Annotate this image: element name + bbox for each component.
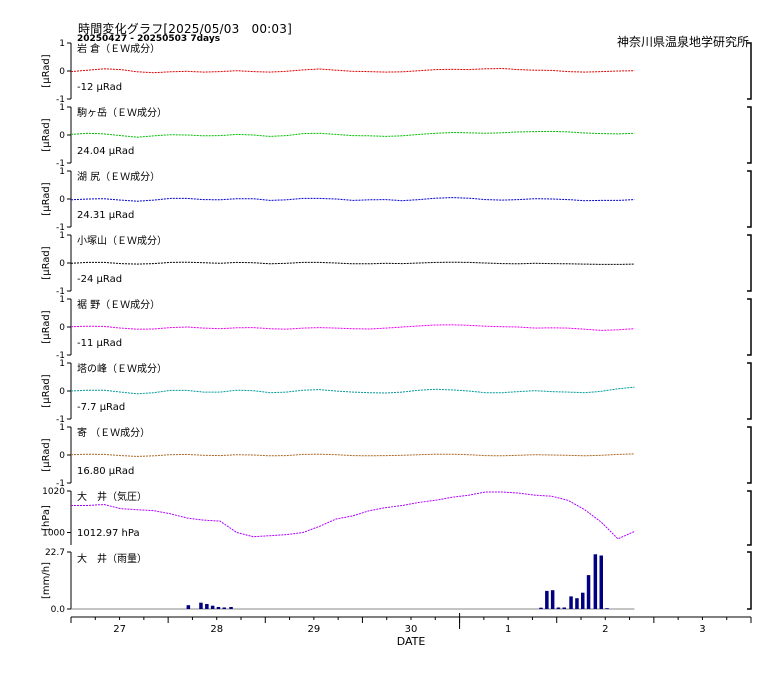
series-line: [70, 130, 635, 138]
y-axis-label: [μRad]: [41, 246, 52, 279]
series-line: [70, 386, 635, 395]
y-tick-label: 0: [59, 451, 65, 461]
x-tick-label: 29: [307, 624, 320, 635]
y-tick-label: 22.7: [45, 548, 65, 558]
y-tick-label: 0: [59, 195, 65, 205]
right-bracket: [747, 362, 752, 420]
rain-bar: [545, 590, 549, 609]
offset-label: 1012.97 hPa: [77, 528, 140, 539]
y-axis-label: [μRad]: [41, 438, 52, 471]
right-bracket: [747, 298, 752, 356]
station-label: 寄 （ＥＷ成分）: [77, 426, 150, 439]
date-range-subtitle: 20250427 - 20250503 7days: [77, 34, 221, 44]
chart-title: 時間変化グラフ[2025/05/03 00:03]: [78, 22, 292, 36]
y-tick-label: 1020: [42, 487, 65, 497]
offset-label: -24 μRad: [77, 274, 122, 285]
right-bracket: [747, 106, 752, 164]
rain-bar: [222, 607, 226, 609]
x-axis-label: DATE: [397, 635, 426, 648]
y-axis-label: [μRad]: [41, 310, 52, 343]
rain-bar: [593, 554, 598, 609]
rain-bar: [569, 596, 573, 609]
right-bracket: [747, 490, 752, 546]
y-axis-label: [μRad]: [41, 374, 52, 407]
x-tick-label: 1: [505, 624, 511, 635]
y-tick-label: 0: [59, 131, 65, 141]
y-tick-label: 1: [59, 39, 65, 49]
offset-label: -11 μRad: [77, 338, 122, 349]
series-line: [71, 491, 635, 540]
y-tick-label: -1: [56, 287, 65, 297]
rain-bar: [586, 575, 591, 609]
right-bracket: [747, 42, 752, 100]
right-bracket: [747, 551, 752, 610]
y-tick-label: 0: [59, 323, 65, 333]
offset-label: 24.04 μRad: [77, 146, 134, 157]
offset-label: -12 μRad: [77, 82, 122, 93]
rain-bar: [556, 607, 561, 609]
x-tick-label: 27: [113, 624, 126, 635]
series-line: [70, 67, 635, 74]
y-tick-label: -1: [56, 95, 65, 105]
station-label: 岩 倉（ＥＷ成分）: [77, 42, 160, 55]
institute-name: 神奈川県温泉地学研究所: [616, 35, 749, 49]
station-label: 駒ヶ岳（ＥＷ成分）: [77, 107, 167, 119]
x-tick-label: 3: [699, 624, 705, 635]
y-tick-label: -1: [56, 415, 65, 425]
series-line: [70, 453, 635, 457]
station-label: 湖 尻（ＥＷ成分）: [77, 171, 160, 183]
offset-label: -7.7 μRad: [77, 402, 125, 413]
y-tick-label: 1: [59, 295, 65, 305]
y-tick-label: 0: [59, 259, 65, 269]
rain-bar: [216, 607, 221, 609]
station-label: 裾 野（ＥＷ成分）: [77, 298, 160, 311]
rain-bar: [575, 598, 579, 609]
rain-bar: [599, 555, 603, 609]
station-label: 大 井（雨量）: [77, 552, 147, 565]
offset-label: 24.31 μRad: [77, 210, 134, 221]
y-tick-label: 1000: [42, 529, 65, 539]
station-label: 小塚山（ＥＷ成分）: [77, 235, 167, 247]
y-axis-label: [μRad]: [41, 54, 52, 87]
y-tick-label: 0: [59, 387, 65, 397]
right-bracket: [747, 426, 752, 484]
offset-label: 16.80 μRad: [77, 466, 134, 477]
series-line: [70, 197, 635, 202]
y-tick-label: -1: [56, 223, 65, 233]
rain-bar: [199, 602, 203, 609]
rain-bar: [186, 605, 191, 609]
y-tick-label: -1: [56, 351, 65, 361]
y-tick-label: 1: [59, 359, 65, 369]
y-tick-label: -1: [56, 159, 65, 169]
x-tick-label: 28: [210, 624, 223, 635]
y-tick-label: 1: [59, 231, 65, 241]
y-tick-label: 1: [59, 167, 65, 177]
y-tick-label: 0: [59, 67, 65, 77]
rain-bar: [205, 604, 209, 609]
series-line: [70, 261, 635, 265]
y-tick-label: 1: [59, 423, 65, 433]
rain-bar: [210, 605, 215, 609]
station-label: 塔の峰（ＥＷ成分）: [77, 362, 167, 375]
x-tick-label: 2: [602, 624, 608, 635]
y-axis-label: [μRad]: [41, 182, 52, 215]
rain-bar: [581, 592, 585, 609]
rain-bar: [550, 590, 555, 609]
y-axis-label: [μRad]: [41, 118, 52, 151]
station-label: 大 井（気圧）: [77, 490, 147, 503]
rain-bar: [605, 608, 609, 609]
rain-bar: [562, 607, 566, 609]
y-tick-label: 1: [59, 103, 65, 113]
series-line: [70, 324, 635, 331]
rain-bar: [539, 607, 543, 609]
y-axis-label: [mm/h]: [41, 562, 52, 599]
y-tick-label: 0.0: [51, 605, 66, 615]
y-axis-label: [hPa]: [41, 505, 52, 531]
rain-bar: [229, 607, 233, 609]
right-bracket: [747, 234, 752, 292]
x-tick-label: 30: [405, 624, 418, 635]
right-bracket: [747, 170, 752, 228]
y-tick-label: -1: [56, 479, 65, 489]
